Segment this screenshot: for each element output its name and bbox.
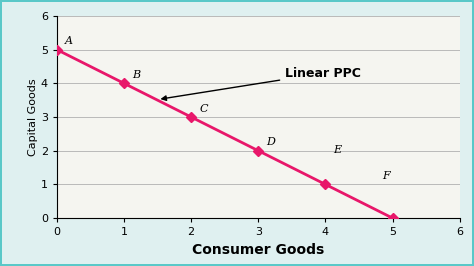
Text: E: E — [334, 145, 342, 155]
Text: D: D — [266, 137, 275, 147]
Text: Linear PPC: Linear PPC — [162, 67, 361, 100]
Text: A: A — [65, 36, 73, 46]
Y-axis label: Capital Goods: Capital Goods — [28, 78, 38, 156]
Text: C: C — [199, 104, 208, 114]
Text: B: B — [132, 70, 140, 80]
Text: F: F — [383, 171, 390, 181]
X-axis label: Consumer Goods: Consumer Goods — [192, 243, 325, 257]
